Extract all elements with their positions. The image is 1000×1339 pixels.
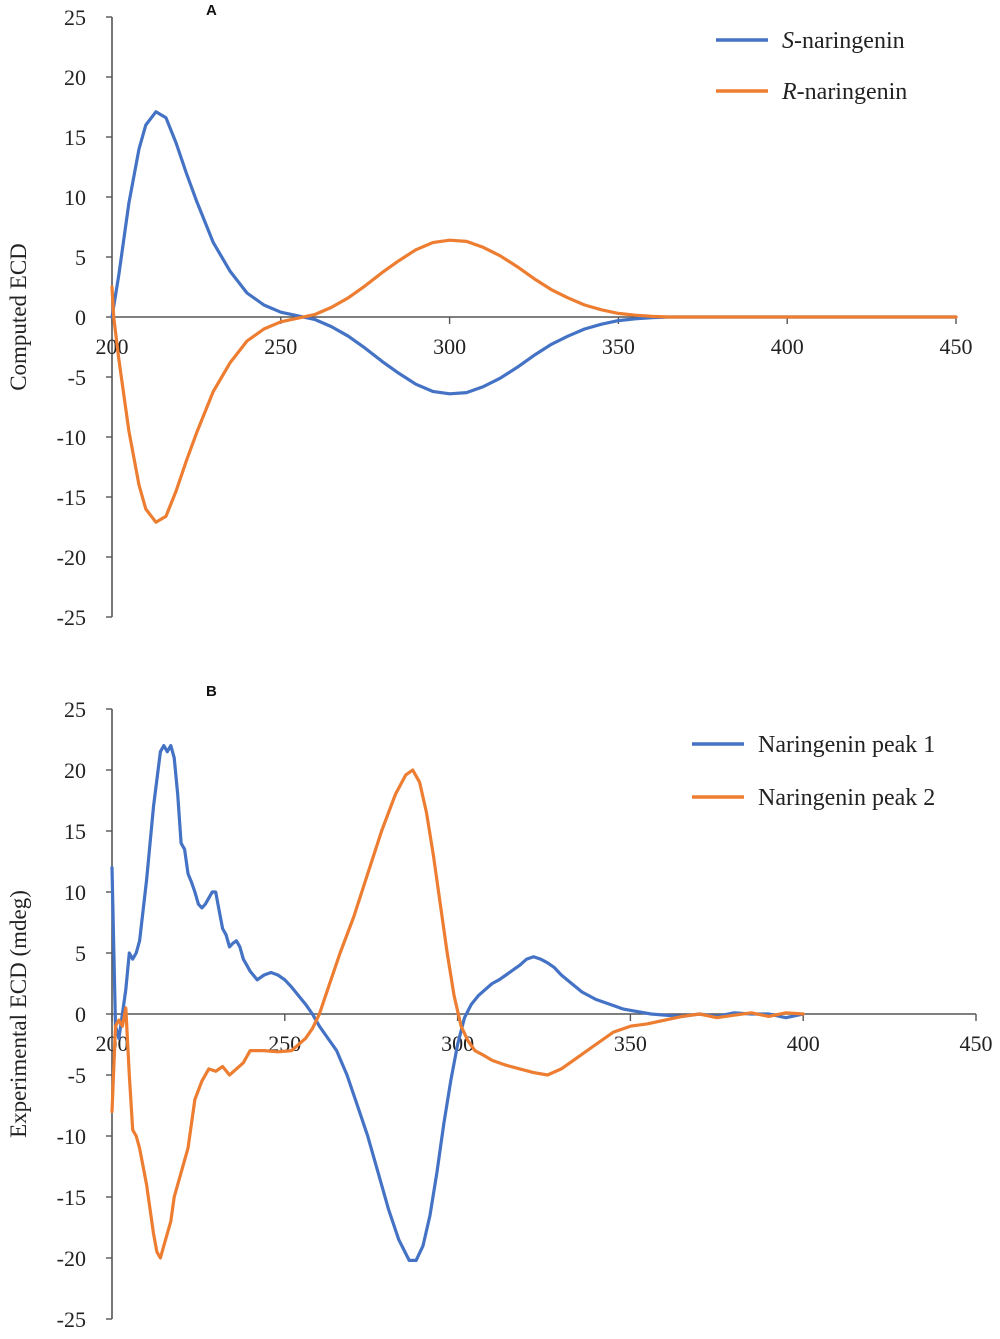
- panel-a-chart: -25 -20 -15 -10 -5 0 5 10 15 20 25 200 250 300 350 400 4…: [6, 2, 973, 630]
- panel-b-y-tick-label: -5: [68, 1063, 86, 1088]
- panel-a-series-2-line: [110, 238, 958, 524]
- panel-a-y-tick-label: 0: [75, 305, 86, 330]
- panel-b-x-tick-label: 450: [960, 1031, 993, 1056]
- panel-a-y-tick-label: -25: [57, 605, 86, 630]
- panel-a-x-tick-label: 200: [96, 334, 129, 359]
- panel-b-panel-letter: B: [206, 683, 217, 700]
- panel-a-x-tick-label: 250: [264, 334, 297, 359]
- panel-a-legend-label-2: R-naringenin: [781, 79, 907, 105]
- panel-a-x-tick-label: 450: [940, 334, 973, 359]
- panel-a-y-tick-label: -20: [57, 545, 86, 570]
- panel-b-legend: Naringenin peak 1 Naringenin peak 2: [692, 732, 935, 811]
- panel-a-series-1-line: [110, 110, 958, 396]
- panel-b-series-2-line: [110, 768, 805, 1260]
- panel-a-y-tick-label: 5: [75, 245, 86, 270]
- panel-a-legend-label-1: S-naringenin: [782, 28, 905, 54]
- panel-a-x-tick-label: 400: [771, 334, 804, 359]
- panel-b-legend-label-1: Naringenin peak 1: [758, 732, 935, 758]
- panel-a-y-tick-label: 15: [64, 125, 86, 150]
- panel-a-y-tick-label: -5: [68, 365, 86, 390]
- panel-b-y-tick-label: -25: [57, 1307, 86, 1332]
- panel-a-y-tick-label: 25: [64, 5, 86, 30]
- panel-a-panel-letter: A: [206, 2, 217, 19]
- panel-b-y-tick-label: 15: [64, 819, 86, 844]
- panel-a-y-tick-label: 20: [64, 65, 86, 90]
- panel-b-y-tick-label: -15: [57, 1185, 86, 1210]
- panel-b-x-tick-label: 350: [614, 1031, 647, 1056]
- panel-b-y-tick-label: 5: [75, 941, 86, 966]
- panel-b-y-tick-label: -20: [57, 1246, 86, 1271]
- panel-b-y-tick-label: 20: [64, 758, 86, 783]
- panel-a-y-tick-label: -15: [57, 485, 86, 510]
- panel-a-y-axis-title: Computed ECD: [6, 243, 31, 391]
- panel-b-y-tick-label: 0: [75, 1002, 86, 1027]
- panel-b-x-tick-label: 200: [96, 1031, 129, 1056]
- panel-a-y-tick-label: -10: [57, 425, 86, 450]
- panel-b-y-tick-label: 25: [64, 697, 86, 722]
- panel-b-series-1-line: [110, 744, 805, 1262]
- panel-b-legend-label-2: Naringenin peak 2: [758, 785, 935, 811]
- panel-b-y-axis-title: Experimental ECD (mdeg): [6, 890, 31, 1138]
- panel-a-legend: S-naringenin R-naringenin: [716, 28, 907, 105]
- panel-a-y-tick-label: 10: [64, 185, 86, 210]
- panel-a-x-tick-label: 350: [602, 334, 635, 359]
- panel-a-x-tick-label: 300: [433, 334, 466, 359]
- panel-b-y-tick-label: 10: [64, 880, 86, 905]
- panel-b-y-tick-label: -10: [57, 1124, 86, 1149]
- panel-b-x-tick-label: 400: [787, 1031, 820, 1056]
